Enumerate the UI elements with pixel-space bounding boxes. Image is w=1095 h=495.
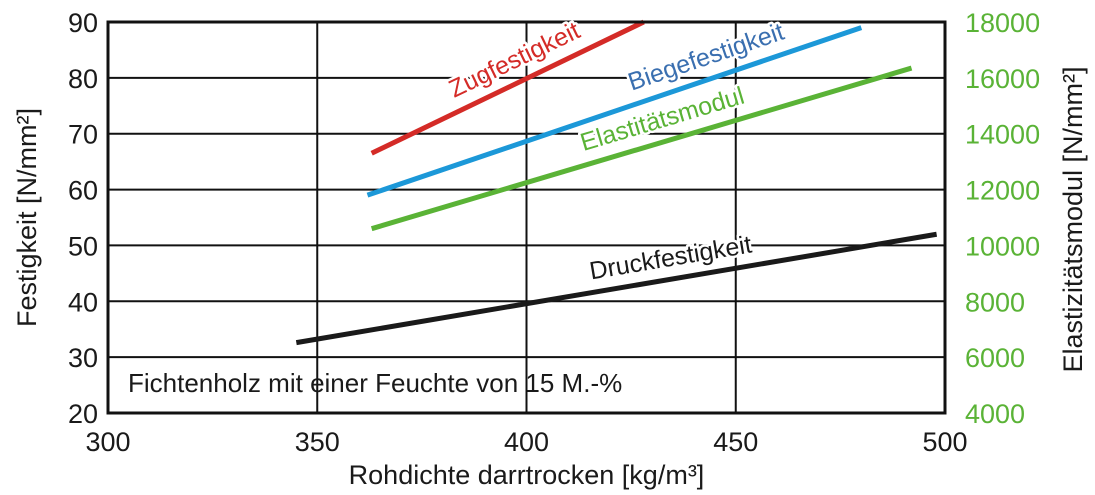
annotation-note: Fichtenholz mit einer Feuchte von 15 M.-…: [128, 368, 622, 398]
left-tick-label: 80: [68, 64, 98, 94]
left-tick-label: 90: [68, 8, 98, 38]
right-tick-label: 4000: [965, 399, 1025, 429]
right-tick-label: 8000: [965, 287, 1025, 317]
right-tick-label: 10000: [965, 231, 1040, 261]
series-line-elastit-tsmodul: [370, 65, 913, 232]
right-axis-title: Elastizitätsmodul [N/mm²]: [1058, 66, 1088, 372]
left-axis-title: Festigkeit [N/mm²]: [12, 108, 42, 327]
right-tick-label: 18000: [965, 8, 1040, 38]
right-axis-ticks: 4000 6000 8000 10000 12000 14000 16000 18000: [965, 8, 1040, 429]
bottom-tick-label: 500: [922, 427, 967, 457]
series-line-biegefestigkeit: [366, 25, 863, 198]
plot-frame: [106, 20, 947, 415]
series-label-biegefestigkeit: Biegefestigkeit: [625, 18, 788, 97]
left-tick-label: 70: [68, 120, 98, 150]
bottom-tick-label: 350: [295, 427, 340, 457]
left-axis-ticks: 20 30 40 50 60 70 80 90: [68, 8, 98, 429]
right-tick-label: 12000: [965, 176, 1040, 206]
left-tick-label: 30: [68, 343, 98, 373]
bottom-tick-label: 300: [85, 427, 130, 457]
bottom-axis-ticks: 300 350 400 450 500: [85, 427, 967, 457]
series-line-zugfestigkeit: [370, 19, 645, 156]
bottom-tick-label: 400: [504, 427, 549, 457]
right-tick-label: 14000: [965, 120, 1040, 150]
left-tick-label: 20: [68, 399, 98, 429]
x-axis-title: Rohdichte darrtrocken [kg/m³]: [349, 460, 705, 490]
series-lines: [295, 19, 938, 346]
right-tick-label: 6000: [965, 343, 1025, 373]
series-line-druckfestigkeit: [295, 231, 938, 346]
left-tick-label: 60: [68, 176, 98, 206]
left-tick-label: 50: [68, 231, 98, 261]
left-tick-label: 40: [68, 287, 98, 317]
bottom-tick-label: 450: [713, 427, 758, 457]
right-tick-label: 16000: [965, 64, 1040, 94]
